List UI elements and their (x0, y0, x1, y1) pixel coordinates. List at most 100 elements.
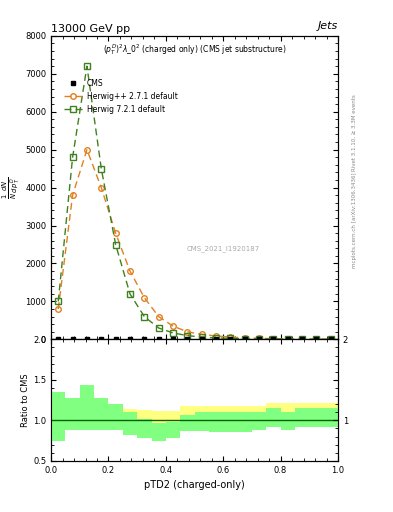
Bar (295, 402, 309, 416)
Bar (65, 398, 80, 430)
Bar (108, 409, 123, 422)
CMS (242, 336, 247, 342)
Bar (94, 409, 108, 422)
Herwig 7.2.1 default (142, 313, 147, 319)
Herwig++ 2.7.1 default (329, 336, 333, 343)
Herwig 7.2.1 default (70, 154, 75, 160)
Bar (180, 406, 195, 419)
Herwig 7.2.1 default (314, 336, 319, 343)
Herwig++ 2.7.1 default (199, 331, 204, 337)
Herwig 7.2.1 default (185, 332, 190, 338)
Bar (80, 409, 94, 422)
Bar (123, 409, 137, 422)
Herwig++ 2.7.1 default (113, 230, 118, 236)
Text: Jets: Jets (318, 22, 338, 31)
Bar (281, 412, 295, 430)
Herwig 7.2.1 default (285, 336, 290, 342)
Bar (266, 408, 281, 427)
Bar (209, 412, 223, 433)
Herwig++ 2.7.1 default (156, 313, 161, 319)
Bar (237, 406, 252, 419)
Bar (309, 402, 324, 416)
Bar (195, 406, 209, 419)
Bar (152, 411, 166, 423)
Bar (166, 422, 180, 438)
Herwig 7.2.1 default (56, 298, 61, 305)
Herwig 7.2.1 default (300, 336, 305, 343)
Bar (108, 404, 123, 430)
Herwig++ 2.7.1 default (142, 294, 147, 301)
Text: Rivet 3.1.10, ≥ 3.3M events: Rivet 3.1.10, ≥ 3.3M events (352, 95, 357, 172)
CMS (113, 336, 118, 342)
Bar (209, 406, 223, 419)
Herwig 7.2.1 default (199, 334, 204, 340)
CMS (99, 336, 104, 342)
Herwig 7.2.1 default (84, 63, 89, 69)
CMS (199, 336, 204, 342)
Herwig++ 2.7.1 default (171, 323, 175, 329)
Herwig 7.2.1 default (156, 325, 161, 331)
Bar (180, 415, 195, 431)
Text: mcplots.cern.ch [arXiv:1306.3436]: mcplots.cern.ch [arXiv:1306.3436] (352, 173, 357, 268)
Herwig 7.2.1 default (228, 335, 233, 342)
Bar (51, 392, 65, 440)
Bar (195, 412, 209, 431)
Herwig 7.2.1 default (242, 336, 247, 342)
Bar (252, 412, 266, 430)
Herwig++ 2.7.1 default (99, 184, 104, 190)
Herwig 7.2.1 default (329, 336, 333, 343)
Herwig 7.2.1 default (113, 242, 118, 248)
Herwig++ 2.7.1 default (214, 333, 219, 339)
Herwig++ 2.7.1 default (271, 336, 276, 342)
Herwig++ 2.7.1 default (185, 329, 190, 335)
Line: Herwig++ 2.7.1 default: Herwig++ 2.7.1 default (55, 147, 334, 342)
Herwig++ 2.7.1 default (84, 146, 89, 153)
Bar (80, 385, 94, 430)
Herwig 7.2.1 default (128, 291, 132, 297)
Bar (295, 408, 309, 427)
Herwig 7.2.1 default (271, 336, 276, 342)
Bar (65, 408, 80, 422)
Bar (137, 410, 151, 423)
Bar (324, 408, 338, 427)
Line: CMS: CMS (56, 337, 333, 342)
CMS (214, 336, 219, 342)
Bar (94, 398, 108, 430)
Line: Herwig 7.2.1 default: Herwig 7.2.1 default (55, 63, 334, 342)
Herwig++ 2.7.1 default (128, 268, 132, 274)
CMS (84, 336, 89, 342)
Herwig++ 2.7.1 default (314, 336, 319, 342)
Bar (309, 408, 324, 427)
Bar (237, 412, 252, 433)
Legend: CMS, Herwig++ 2.7.1 default, Herwig 7.2.1 default: CMS, Herwig++ 2.7.1 default, Herwig 7.2.… (61, 76, 180, 117)
CMS (156, 336, 161, 342)
Y-axis label: $\frac{1}{N}\frac{dN}{d\,p_T^D}$: $\frac{1}{N}\frac{dN}{d\,p_T^D}$ (1, 177, 22, 199)
X-axis label: pTD2 (charged-only): pTD2 (charged-only) (144, 480, 245, 490)
CMS (271, 336, 276, 342)
Bar (166, 412, 180, 424)
Y-axis label: Ratio to CMS: Ratio to CMS (21, 373, 30, 427)
CMS (228, 336, 233, 342)
Bar (137, 419, 151, 438)
Bar (281, 402, 295, 416)
Herwig++ 2.7.1 default (70, 192, 75, 198)
Bar (223, 406, 237, 419)
Herwig++ 2.7.1 default (242, 335, 247, 341)
Text: 13000 GeV pp: 13000 GeV pp (51, 24, 130, 34)
Herwig 7.2.1 default (257, 336, 261, 342)
CMS (128, 336, 132, 342)
CMS (70, 336, 75, 342)
CMS (171, 336, 175, 342)
CMS (314, 336, 319, 342)
Herwig 7.2.1 default (214, 335, 219, 341)
Bar (252, 406, 266, 419)
Herwig++ 2.7.1 default (228, 334, 233, 340)
CMS (142, 336, 147, 342)
Bar (123, 412, 137, 435)
CMS (56, 336, 61, 342)
Bar (266, 402, 281, 416)
Text: CMS_2021_I1920187: CMS_2021_I1920187 (187, 245, 260, 252)
Herwig 7.2.1 default (99, 165, 104, 172)
Herwig 7.2.1 default (171, 330, 175, 336)
CMS (285, 336, 290, 342)
